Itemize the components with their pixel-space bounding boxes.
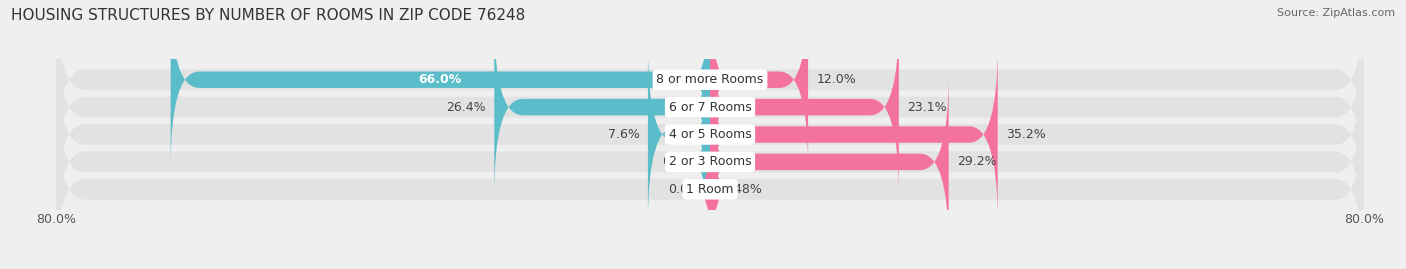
Text: 12.0%: 12.0% [817,73,856,86]
FancyBboxPatch shape [495,19,710,195]
Text: 0.48%: 0.48% [723,183,762,196]
Text: 66.0%: 66.0% [419,73,463,86]
FancyBboxPatch shape [685,102,738,269]
Text: 29.2%: 29.2% [957,155,997,168]
FancyBboxPatch shape [56,0,1364,165]
Text: 26.4%: 26.4% [447,101,486,114]
Text: 6 or 7 Rooms: 6 or 7 Rooms [669,101,751,114]
FancyBboxPatch shape [56,22,1364,193]
FancyBboxPatch shape [682,74,738,250]
Text: 23.1%: 23.1% [907,101,946,114]
FancyBboxPatch shape [710,0,808,167]
Text: 7.6%: 7.6% [607,128,640,141]
FancyBboxPatch shape [710,47,998,222]
Text: 0.02%: 0.02% [662,155,702,168]
FancyBboxPatch shape [710,74,949,250]
Text: HOUSING STRUCTURES BY NUMBER OF ROOMS IN ZIP CODE 76248: HOUSING STRUCTURES BY NUMBER OF ROOMS IN… [11,8,526,23]
FancyBboxPatch shape [56,76,1364,247]
Text: 35.2%: 35.2% [1005,128,1046,141]
Text: 2 or 3 Rooms: 2 or 3 Rooms [669,155,751,168]
FancyBboxPatch shape [56,104,1364,269]
FancyBboxPatch shape [648,47,710,222]
Text: 0.0%: 0.0% [668,183,700,196]
Text: 4 or 5 Rooms: 4 or 5 Rooms [669,128,751,141]
Text: 8 or more Rooms: 8 or more Rooms [657,73,763,86]
FancyBboxPatch shape [56,49,1364,220]
FancyBboxPatch shape [170,0,710,167]
Text: Source: ZipAtlas.com: Source: ZipAtlas.com [1277,8,1395,18]
Text: 1 Room: 1 Room [686,183,734,196]
FancyBboxPatch shape [710,19,898,195]
